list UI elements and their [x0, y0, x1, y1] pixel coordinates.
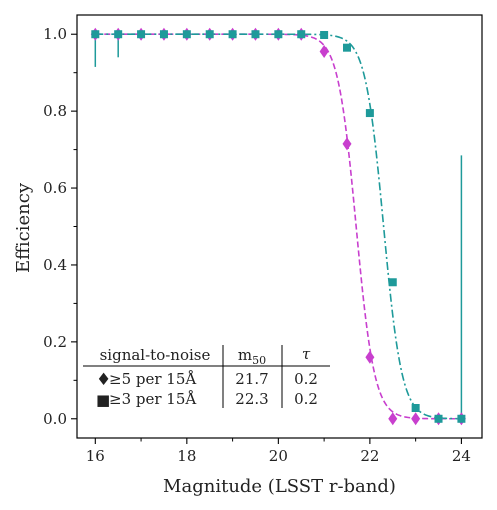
square-point-14 [388, 278, 397, 287]
y-tick-label-0.2: 0.2 [43, 333, 67, 351]
square-point-15 [411, 404, 420, 413]
x-tick-label-20: 20 [269, 447, 288, 465]
square-point-8 [251, 30, 260, 39]
square-point-6 [205, 30, 214, 39]
diamond-point-14 [388, 412, 398, 426]
x-axis-label: Magnitude (LSST r-band) [163, 476, 396, 497]
diamond-point-12 [342, 137, 352, 151]
y-tick-label-0.8: 0.8 [43, 102, 67, 120]
square-point-5 [182, 30, 191, 39]
square-point-4 [159, 30, 168, 39]
row1-tau: 0.2 [294, 370, 318, 388]
row1-label: ≥5 per 15Å [109, 370, 196, 388]
x-tick-label-24: 24 [452, 447, 471, 465]
table-header-tau: τ [302, 345, 311, 363]
x-tick-label-22: 22 [360, 447, 379, 465]
table-header-signal: signal-to-noise [100, 346, 211, 364]
row2-m50: 22.3 [235, 390, 268, 408]
square-point-13 [365, 109, 374, 118]
diamond-point-11 [319, 45, 329, 59]
row1-marker: ♦ [96, 370, 111, 390]
diamond-point-15 [411, 412, 421, 426]
square-point-3 [137, 30, 146, 39]
legend-table: signal-to-noise m50 τ ♦ ≥5 per 15Å 21.7 … [83, 345, 330, 409]
square-point-17 [457, 414, 466, 423]
x-tick-label-16: 16 [86, 447, 105, 465]
square-point-2 [114, 30, 123, 39]
square-point-1 [91, 30, 100, 39]
square-point-9 [274, 30, 283, 39]
table-header-m50: m50 [238, 346, 266, 367]
square-point-7 [228, 30, 237, 39]
y-tick-label-1.0: 1.0 [43, 25, 67, 43]
m50-subscript: 50 [252, 354, 266, 367]
y-tick-label-0.4: 0.4 [43, 256, 67, 274]
axis-ticks: 16 18 20 22 24 0.0 0.2 0.4 0.6 0.8 1.0 [43, 25, 471, 465]
square-point-12 [343, 43, 351, 52]
square-point-11 [320, 30, 329, 39]
diamond-point-13 [365, 350, 375, 364]
row1-m50: 21.7 [235, 370, 268, 388]
row2-label: ≥3 per 15Å [109, 390, 196, 408]
row2-tau: 0.2 [294, 390, 318, 408]
y-tick-label-0.6: 0.6 [43, 179, 67, 197]
row2-marker: ■ [96, 391, 110, 409]
y-axis-label: Efficiency [13, 182, 34, 273]
y-tick-label-0.0: 0.0 [43, 410, 67, 428]
plot-frame [76, 14, 483, 439]
data-markers [90, 27, 466, 426]
square-point-16 [434, 414, 443, 423]
square-point-10 [297, 30, 306, 39]
m50-main: m [238, 346, 252, 364]
x-tick-label-18: 18 [177, 447, 196, 465]
